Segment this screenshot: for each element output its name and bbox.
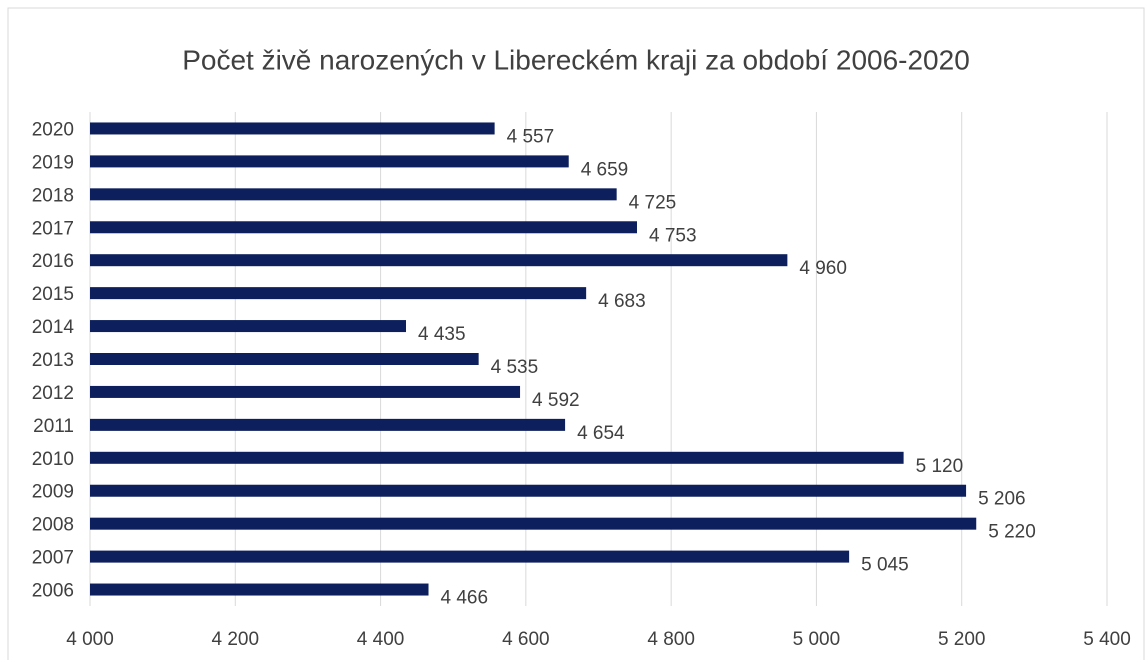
data-label: 4 557	[507, 126, 555, 147]
x-tick-label: 4 800	[647, 629, 695, 650]
x-tick-label: 4 000	[66, 629, 114, 650]
data-label: 4 725	[629, 192, 677, 213]
x-tick-label: 4 200	[212, 629, 260, 650]
bar	[90, 353, 479, 365]
y-tick-label: 2008	[32, 515, 74, 536]
bar	[90, 221, 638, 234]
bar	[90, 517, 977, 530]
bar	[90, 155, 569, 168]
bar	[90, 188, 617, 201]
y-tick-label: 2018	[32, 185, 74, 206]
data-label: 4 654	[577, 423, 625, 444]
data-label: 4 753	[649, 225, 697, 246]
y-tick-label: 2013	[32, 350, 74, 371]
bar	[90, 418, 566, 431]
bar	[90, 550, 850, 563]
x-tick-label: 5 000	[793, 629, 841, 650]
y-tick-label: 2009	[32, 482, 74, 503]
y-tick-label: 2020	[32, 119, 74, 140]
x-tick-label: 4 400	[357, 629, 405, 650]
data-label: 5 120	[916, 456, 964, 477]
y-tick-label: 2006	[32, 581, 74, 602]
data-label: 5 045	[861, 555, 909, 576]
bar	[90, 484, 967, 497]
y-tick-label: 2019	[32, 152, 74, 173]
data-label: 4 659	[581, 159, 629, 180]
y-tick-label: 2015	[32, 284, 74, 305]
data-label: 4 592	[532, 390, 580, 411]
y-tick-label: 2016	[32, 251, 74, 272]
data-label: 4 466	[441, 588, 489, 609]
y-tick-label: 2010	[32, 449, 74, 470]
x-tick-label: 4 600	[502, 629, 550, 650]
data-label: 4 535	[491, 357, 539, 378]
y-tick-label: 2011	[33, 416, 74, 437]
bar	[90, 583, 429, 596]
data-label: 5 206	[978, 489, 1026, 510]
bar	[90, 287, 587, 300]
bar	[90, 385, 521, 398]
y-tick-label: 2014	[32, 317, 75, 338]
bar	[90, 254, 788, 267]
data-label: 4 960	[799, 258, 847, 279]
bar	[90, 122, 495, 135]
chart-border	[7, 7, 1145, 660]
data-label: 4 435	[418, 324, 466, 345]
chart-title: Počet živě narozených v Libereckém kraji…	[182, 44, 970, 75]
bar	[90, 320, 406, 333]
x-tick-label: 5 200	[938, 629, 986, 650]
bar	[90, 451, 904, 464]
x-tick-label: 5 400	[1083, 629, 1131, 650]
y-tick-label: 2007	[32, 548, 74, 569]
y-tick-label: 2017	[32, 218, 74, 239]
data-label: 4 683	[598, 291, 646, 312]
data-label: 5 220	[988, 522, 1036, 543]
y-tick-label: 2012	[32, 383, 74, 404]
